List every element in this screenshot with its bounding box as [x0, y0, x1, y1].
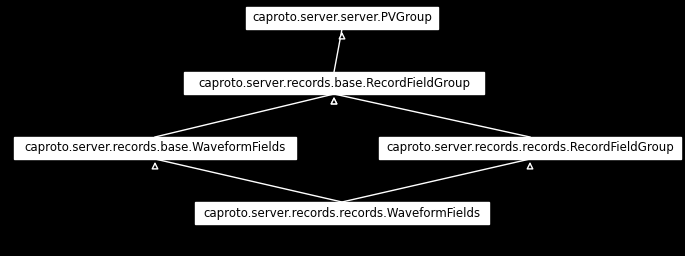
- Bar: [195, 202, 489, 224]
- Bar: [379, 137, 681, 159]
- Text: caproto.server.records.base.WaveformFields: caproto.server.records.base.WaveformFiel…: [24, 142, 286, 155]
- Bar: [14, 137, 296, 159]
- Text: caproto.server.records.records.RecordFieldGroup: caproto.server.records.records.RecordFie…: [386, 142, 674, 155]
- Text: caproto.server.records.base.RecordFieldGroup: caproto.server.records.base.RecordFieldG…: [198, 77, 470, 90]
- Bar: [184, 72, 484, 94]
- Bar: [246, 7, 438, 29]
- Text: caproto.server.server.PVGroup: caproto.server.server.PVGroup: [252, 12, 432, 25]
- Text: caproto.server.records.records.WaveformFields: caproto.server.records.records.WaveformF…: [203, 207, 481, 219]
